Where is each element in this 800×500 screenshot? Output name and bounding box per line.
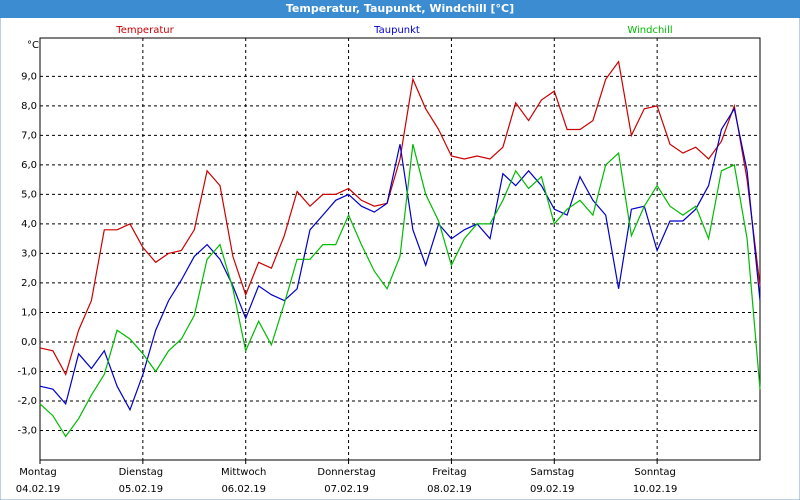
x-tick-date: 08.02.19 [427,484,472,495]
legend-entry: Temperatur [115,25,174,36]
y-tick-label: 9,0 [21,71,37,82]
y-tick-label: 3,0 [21,248,37,259]
x-tick-date: 06.02.19 [221,484,266,495]
y-tick-label: -2,0 [17,396,37,407]
x-tick-date: 05.02.19 [119,484,164,495]
x-tick-label: Mittwoch [221,467,266,478]
y-tick-label: 5,0 [21,189,37,200]
title-bar [0,0,800,18]
x-tick-date: 04.02.19 [16,484,61,495]
y-tick-label: -1,0 [17,366,37,377]
x-tick-label: Donnerstag [317,467,375,478]
y-axis-label: °C [27,40,39,51]
x-tick-label: Dienstag [119,467,164,478]
x-tick-label: Freitag [432,467,466,478]
y-tick-label: 4,0 [21,219,37,230]
series-line [39,60,761,376]
y-tick-label: 8,0 [21,101,37,112]
y-tick-label: 6,0 [21,160,37,171]
y-tick-label: 7,0 [21,130,37,141]
y-tick-label: 1,0 [21,307,37,318]
series-line [39,144,761,438]
legend-entry: Windchill [627,25,672,36]
x-tick-label: Samstag [530,467,574,478]
y-tick-label: 0,0 [21,337,37,348]
x-tick-date: 10.02.19 [633,484,678,495]
y-tick-label: -3,0 [17,425,37,436]
x-tick-label: Montag [19,467,56,478]
chart-title: Temperatur, Taupunkt, Windchill [°C] [286,2,514,15]
series-line [39,107,761,412]
x-tick-label: Sonntag [634,467,676,478]
plot-frame [39,37,761,461]
x-tick-date: 07.02.19 [324,484,369,495]
legend-entry: Taupunkt [373,25,420,36]
x-tick-date: 09.02.19 [530,484,575,495]
y-tick-label: 2,0 [21,278,37,289]
